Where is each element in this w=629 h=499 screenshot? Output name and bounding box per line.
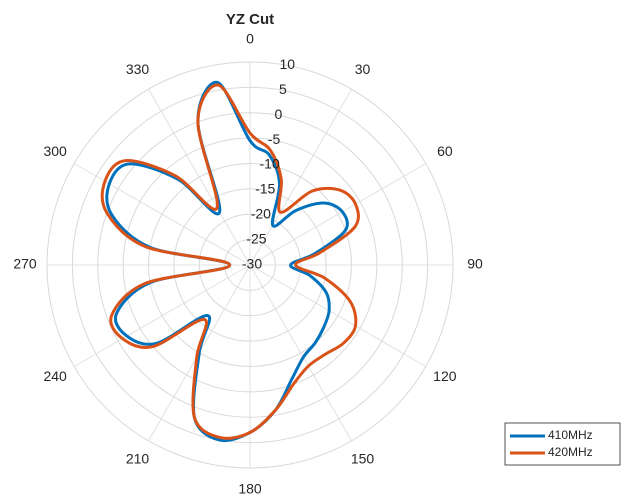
radial-grid-line [198, 213, 302, 317]
radial-tick-label: -5 [268, 131, 281, 147]
radial-grid-line [46, 61, 454, 469]
radial-tick-label: 0 [275, 106, 283, 122]
radial-grid-line [148, 163, 352, 367]
radial-tick-label: -25 [246, 231, 266, 247]
radial-tick-label: 5 [279, 81, 287, 97]
angle-tick-label: 210 [126, 451, 150, 467]
angle-tick-label: 270 [13, 256, 37, 272]
legend-label: 420MHz [548, 445, 593, 459]
radial-tick-label: -30 [242, 256, 262, 272]
radial-tick-label: 10 [279, 56, 295, 72]
radial-grid-line [173, 188, 327, 342]
angle-tick-label: 60 [437, 143, 453, 159]
chart-title: YZ Cut [226, 11, 274, 28]
radial-grid-line [71, 86, 429, 444]
radial-grid-line [224, 239, 276, 291]
angle-tick-label: 240 [43, 368, 67, 384]
angle-tick-label: 90 [467, 256, 483, 272]
angle-tick-label: 150 [351, 451, 375, 467]
radial-tick-label: -15 [255, 181, 275, 197]
angle-tick-label: 0 [246, 31, 254, 47]
angle-tick-label: 300 [43, 143, 67, 159]
angle-tick-label: 330 [126, 61, 150, 77]
angle-tick-label: 180 [238, 481, 262, 497]
legend-box [504, 422, 621, 466]
radial-grid-line [97, 112, 403, 418]
series-line [100, 83, 360, 440]
radial-tick-label: -10 [260, 156, 280, 172]
radial-tick-label: -20 [251, 206, 271, 222]
legend-label: 410MHz [548, 428, 593, 442]
angle-tick-label: 120 [433, 368, 457, 384]
angle-tick-label: 30 [355, 61, 371, 77]
